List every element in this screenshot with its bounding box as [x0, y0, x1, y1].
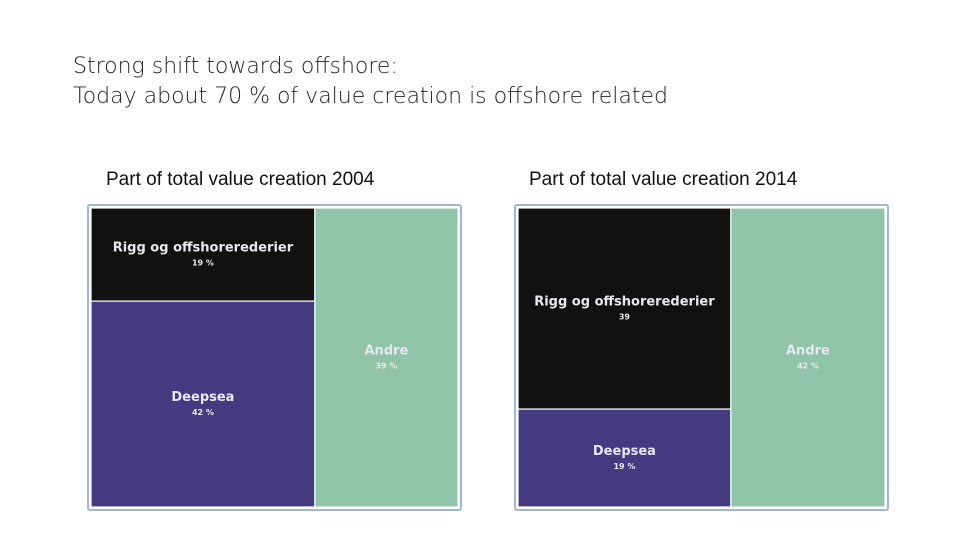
treemap-2004-svg: Rigg og offshorerederier 19 % Deepsea 42 % A… [90, 207, 459, 508]
treemap-label-rigg: Rigg og offshorerederier [113, 241, 294, 256]
treemap-tile-deepsea [90, 300, 316, 508]
treemap-label-andre: Andre [786, 344, 830, 359]
slide-title: Strong shift towards offshore: Today abo… [73, 52, 668, 112]
slide-title-line-2: Today about 70 % of value creation is of… [73, 84, 669, 109]
treemap-label-andre: Andre [365, 344, 409, 359]
treemap-tile-deepsea [517, 408, 732, 508]
treemap-label-deepsea: Deepsea [171, 390, 234, 405]
treemap-value-deepsea: 42 % [192, 408, 214, 417]
chart-heading-2004: Part of total value creation 2004 [106, 169, 375, 190]
treemap-value-andre: 42 % [797, 362, 819, 371]
treemap-value-deepsea: 19 % [613, 462, 635, 471]
treemap-tile-andre [314, 207, 459, 508]
treemap-label-rigg: Rigg og offshorerederier [534, 295, 715, 310]
treemap-tile-andre [730, 207, 886, 508]
treemap-label-deepsea: Deepsea [593, 444, 656, 459]
slide-title-line-1: Strong shift towards offshore: [73, 54, 398, 79]
treemap-value-rigg: 19 % [192, 259, 214, 268]
treemap-2014-svg: Rigg og offshorerederier 39 Deepsea 19 % And… [517, 207, 886, 508]
treemap-value-rigg: 39 [619, 313, 631, 322]
treemap-2014: Rigg og offshorerederier 39 Deepsea 19 % And… [514, 204, 889, 511]
treemap-value-andre: 39 % [375, 362, 397, 371]
chart-heading-2014: Part of total value creation 2014 [529, 169, 798, 190]
treemap-2004: Rigg og offshorerederier 19 % Deepsea 42 % A… [87, 204, 462, 511]
treemap-tile-rigg [517, 207, 732, 410]
treemap-tile-rigg [90, 207, 316, 302]
